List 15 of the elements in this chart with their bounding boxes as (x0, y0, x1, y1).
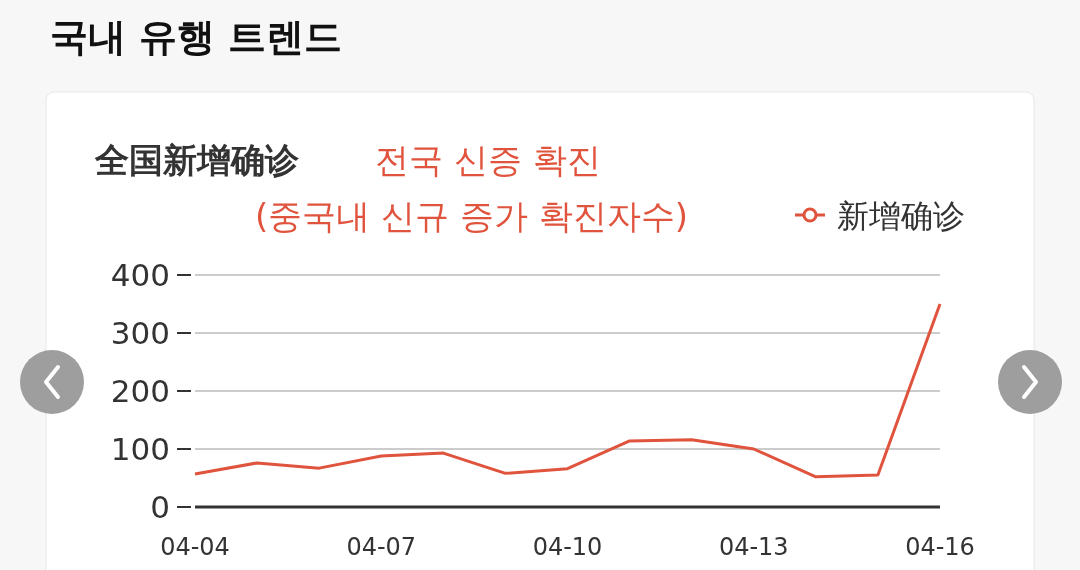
x-tick-label: 04-10 (532, 533, 603, 561)
chart-subtitle: 全国新增确诊 (94, 140, 300, 180)
x-tick-label: 04-04 (160, 533, 230, 561)
text: 전국 신증 확진 (375, 140, 601, 180)
y-tick-label: 200 (110, 373, 170, 409)
text: (중국내 신규 증가 확진자수) (255, 196, 688, 236)
legend-label: 新增确诊 (837, 197, 965, 235)
x-tick-label: 04-13 (718, 533, 789, 561)
y-tick-label: 100 (110, 431, 170, 467)
y-tick-label: 0 (150, 489, 170, 525)
y-tick-label: 400 (110, 257, 170, 293)
x-tick-label: 04-16 (905, 533, 975, 561)
chart-title: 국내 유행 트렌드 (50, 15, 343, 59)
x-tick-label: 04-07 (346, 533, 417, 561)
y-tick-label: 300 (110, 315, 170, 351)
